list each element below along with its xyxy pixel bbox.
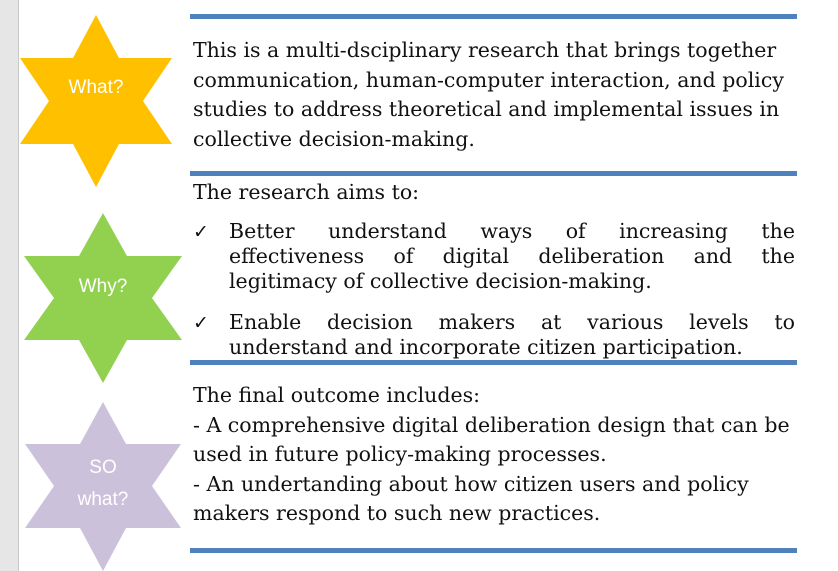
checkmark-icon: ✓ [193, 221, 209, 243]
section-rule-bottom [190, 548, 797, 553]
star-label-line: What? [68, 77, 124, 98]
section-rule-what-why [190, 171, 797, 176]
star-label-line: what? [77, 489, 129, 510]
star-so-what-label: SO what? [25, 452, 181, 516]
what-description: This is a multi-dsciplinary research tha… [193, 38, 784, 151]
so-what-heading: The final outcome includes: [193, 383, 481, 407]
why-bullet-item: ✓ Better understand ways of increasing t… [193, 219, 795, 294]
so-what-block: The final outcome includes: - A comprehe… [193, 381, 793, 529]
so-what-item: - An undertanding about how citizen user… [193, 471, 749, 526]
why-bullet-text: Better understand ways of increasing the… [229, 219, 795, 293]
why-heading: The research aims to: [193, 180, 420, 204]
why-bullet-item: ✓ Enable decision makers at various leve… [193, 310, 795, 360]
star-what-label: What? [20, 72, 172, 104]
checkmark-icon: ✓ [193, 312, 209, 334]
star-label-line: SO [89, 457, 117, 478]
star-label-line: Why? [78, 276, 128, 297]
star-so-what-shape [25, 402, 181, 571]
document-gutter [0, 0, 19, 571]
star-why-shape [24, 213, 182, 383]
so-what-item: - A comprehensive digital deliberation d… [193, 412, 790, 467]
star-why-label: Why? [24, 271, 182, 303]
section-rule-why-so-what [190, 360, 797, 365]
why-bullet-text: Enable decision makers at various levels… [229, 310, 795, 359]
section-rule-top [190, 14, 797, 19]
star-what-shape [20, 15, 172, 187]
